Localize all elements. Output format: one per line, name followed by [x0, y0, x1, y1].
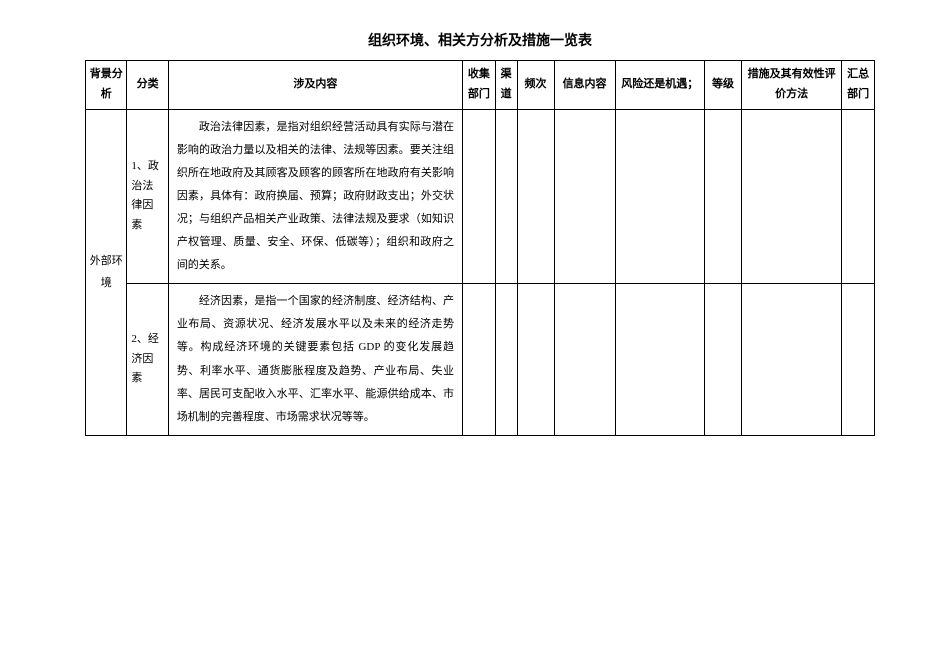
- col-header-summary-dept: 汇总部门: [842, 61, 875, 110]
- empty-cell: [615, 109, 704, 284]
- empty-cell: [615, 284, 704, 436]
- empty-cell: [741, 284, 841, 436]
- empty-cell: [495, 109, 517, 284]
- empty-cell: [704, 284, 741, 436]
- empty-cell: [554, 284, 615, 436]
- empty-cell: [463, 109, 496, 284]
- analysis-table: 背景分析 分类 涉及内容 收集部门 渠道 频次 信息内容 风险还是机遇； 等级 …: [85, 60, 875, 436]
- col-header-frequency: 频次: [517, 61, 554, 110]
- col-header-risk: 风险还是机遇；: [615, 61, 704, 110]
- col-header-category: 分类: [127, 61, 168, 110]
- col-header-level: 等级: [704, 61, 741, 110]
- col-header-info: 信息内容: [554, 61, 615, 110]
- empty-cell: [842, 284, 875, 436]
- table-header-row: 背景分析 分类 涉及内容 收集部门 渠道 频次 信息内容 风险还是机遇； 等级 …: [86, 61, 875, 110]
- empty-cell: [704, 109, 741, 284]
- page-title: 组织环境、相关方分析及措施一览表: [85, 30, 875, 50]
- category-cell: 1、政治法律因素: [127, 109, 168, 284]
- empty-cell: [842, 109, 875, 284]
- empty-cell: [554, 109, 615, 284]
- empty-cell: [517, 109, 554, 284]
- content-cell: 经济因素，是指一个国家的经济制度、经济结构、产业布局、资源状况、经济发展水平以及…: [168, 284, 462, 436]
- col-header-channel: 渠道: [495, 61, 517, 110]
- content-cell: 政治法律因素，是指对组织经营活动具有实际与潜在影响的政治力量以及相关的法律、法规…: [168, 109, 462, 284]
- empty-cell: [463, 284, 496, 436]
- col-header-bg: 背景分析: [86, 61, 127, 110]
- table-row: 2、经济因素 经济因素，是指一个国家的经济制度、经济结构、产业布局、资源状况、经…: [86, 284, 875, 436]
- empty-cell: [517, 284, 554, 436]
- table-row: 外部环境 1、政治法律因素 政治法律因素，是指对组织经营活动具有实际与潜在影响的…: [86, 109, 875, 284]
- col-header-measure: 措施及其有效性评价方法: [741, 61, 841, 110]
- category-cell: 2、经济因素: [127, 284, 168, 436]
- empty-cell: [741, 109, 841, 284]
- col-header-dept: 收集部门: [463, 61, 496, 110]
- section-label-cell: 外部环境: [86, 109, 127, 435]
- empty-cell: [495, 284, 517, 436]
- col-header-content: 涉及内容: [168, 61, 462, 110]
